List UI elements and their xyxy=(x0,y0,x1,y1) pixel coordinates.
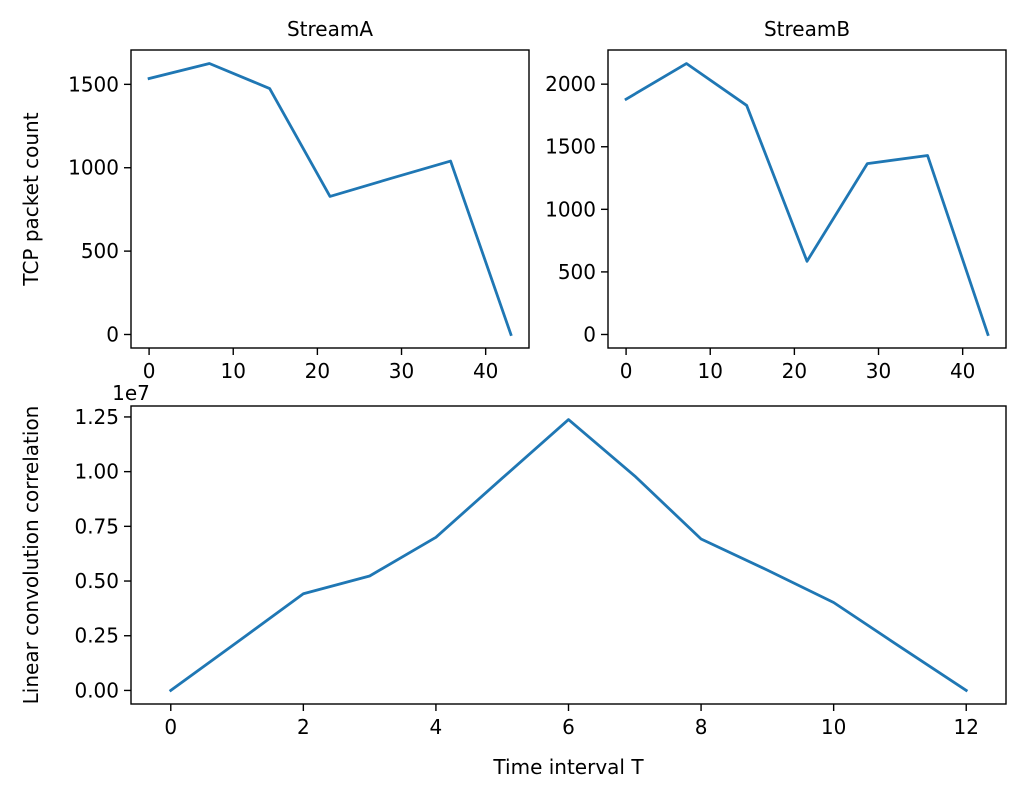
x-tick-label: 4 xyxy=(430,715,443,739)
plot-frame xyxy=(607,49,1007,349)
y-tick-label: 1000 xyxy=(545,197,596,221)
y-tick-label: 500 xyxy=(81,239,119,263)
x-tick-label: 40 xyxy=(473,359,498,383)
y-axis-label: Linear convolution correlation xyxy=(19,406,43,705)
x-tick-label: 0 xyxy=(164,715,177,739)
plot-frame xyxy=(130,49,530,349)
x-axis-label: Time interval T xyxy=(492,755,644,779)
subplot-2: 0 10 20 30 40 0 500 1000 1500 2000 StreamB xyxy=(545,17,1007,383)
x-tick-label: 2 xyxy=(297,715,310,739)
y-tick-label: 0.00 xyxy=(74,678,119,702)
x-tick-label: 0 xyxy=(620,359,633,383)
y-axis-label: TCP packet count xyxy=(19,112,43,286)
y-tick-label: 1.00 xyxy=(74,460,119,484)
x-tick-label: 6 xyxy=(562,715,575,739)
y-offset-text: 1e7 xyxy=(112,381,150,405)
y-tick-label: 0.75 xyxy=(74,514,119,538)
x-tick-label: 12 xyxy=(954,715,979,739)
subplot-3: 0 2 4 6 8 10 12 0.00 0.25 0.50 0.75 1.00 1.25 Time in… xyxy=(19,381,1007,779)
y-tick-label: 1500 xyxy=(68,72,119,96)
y-tick-label: 0 xyxy=(583,322,596,346)
x-tick-label: 10 xyxy=(698,359,723,383)
chart-title: StreamB xyxy=(764,17,850,41)
x-tick-label: 8 xyxy=(695,715,708,739)
x-tick-label: 30 xyxy=(866,359,891,383)
y-tick-label: 500 xyxy=(558,260,596,284)
x-tick-label: 0 xyxy=(143,359,156,383)
y-tick-label: 1500 xyxy=(545,135,596,159)
y-tick-label: 0.50 xyxy=(74,569,119,593)
y-tick-label: 0 xyxy=(106,322,119,346)
x-tick-label: 40 xyxy=(950,359,975,383)
series-line xyxy=(168,418,969,693)
y-tick-label: 1.25 xyxy=(74,405,119,429)
plot-frame xyxy=(130,405,1007,705)
x-tick-label: 30 xyxy=(389,359,414,383)
y-tick-label: 2000 xyxy=(545,72,596,96)
x-tick-label: 10 xyxy=(821,715,846,739)
series-line xyxy=(624,62,990,337)
y-tick-label: 1000 xyxy=(68,156,119,180)
subplot-1: 0 10 20 30 40 0 500 1000 1500 StreamA TCP packet c… xyxy=(19,17,530,383)
chart-title: StreamA xyxy=(287,17,373,41)
x-tick-label: 10 xyxy=(221,359,246,383)
x-tick-label: 20 xyxy=(305,359,330,383)
x-tick-label: 20 xyxy=(782,359,807,383)
series-line xyxy=(147,62,513,337)
y-tick-label: 0.25 xyxy=(74,624,119,648)
